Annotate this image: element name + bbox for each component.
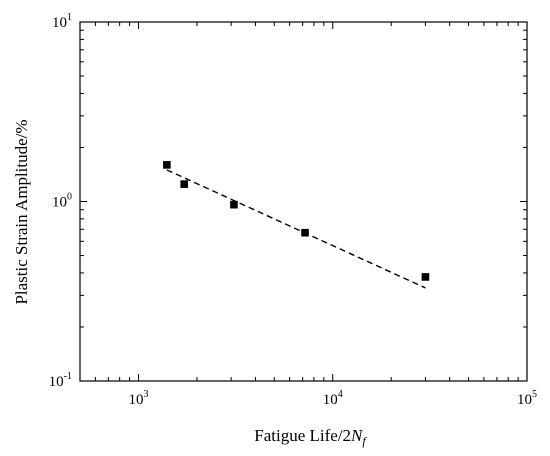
plot-border	[79, 21, 528, 382]
y-tick-label: 10-1	[49, 371, 72, 390]
plot-frame	[79, 21, 528, 382]
y-tick-label: 101	[52, 12, 72, 31]
fit-line-layer	[166, 169, 426, 289]
y-axis-title: Plastic Strain Amplitude/%	[12, 119, 31, 304]
x-tick-label: 105	[517, 389, 537, 408]
x-tick-label: 103	[128, 389, 148, 408]
data-point	[301, 228, 309, 237]
axis-ticks	[79, 21, 528, 382]
data-point	[230, 200, 238, 209]
y-tick-label: 100	[52, 192, 72, 211]
fit-line	[166, 169, 426, 289]
data-point	[163, 161, 171, 169]
data-point	[421, 273, 430, 281]
x-tick-label: 104	[323, 389, 343, 408]
tick-labels: 103 104 105 10-1 100 101	[49, 12, 537, 408]
x-axis-title: Fatigue Life/2Nf	[254, 426, 367, 448]
data-point	[180, 180, 189, 188]
data-points	[163, 161, 430, 281]
